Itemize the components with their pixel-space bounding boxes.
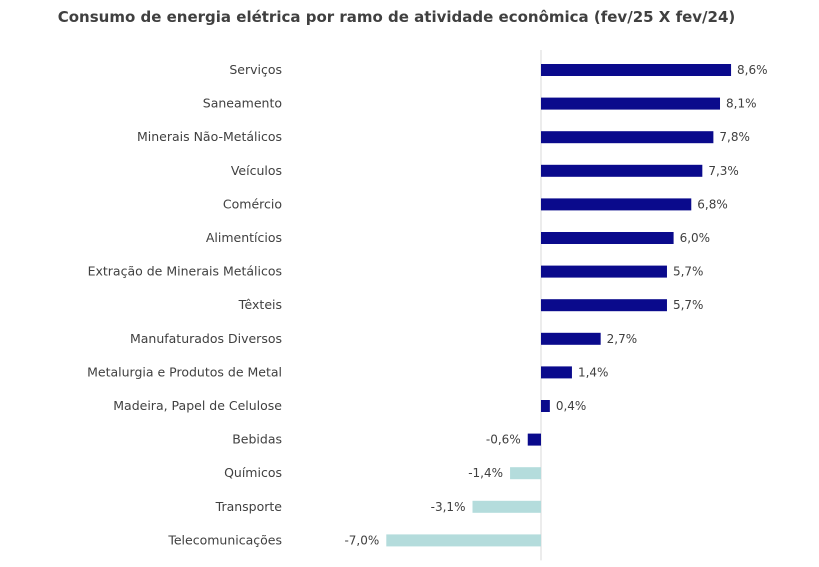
bar-comercio xyxy=(541,198,692,211)
category-label-servicos: Serviços xyxy=(229,62,282,77)
bar-saneamento xyxy=(541,97,721,110)
bar-metalurgia-e-produtos-de-metal xyxy=(541,366,572,379)
value-label-telecomunicacoes: -7,0% xyxy=(344,533,379,547)
value-label-veiculos: 7,3% xyxy=(708,164,739,178)
bar-madeira-papel-de-celulose xyxy=(541,400,550,412)
category-label-transporte: Transporte xyxy=(215,499,283,514)
chart-title: Consumo de energia elétrica por ramo de … xyxy=(57,8,736,26)
value-label-extracao-de-minerais-metalicos: 5,7% xyxy=(673,265,704,279)
bar-transporte xyxy=(472,500,541,513)
category-label-texteis: Têxteis xyxy=(238,297,282,312)
category-label-telecomunicacoes: Telecomunicações xyxy=(167,532,282,547)
bar-alimenticios xyxy=(541,232,674,244)
bar-veiculos xyxy=(541,164,703,177)
bar-telecomunicacoes xyxy=(386,534,541,547)
category-label-comercio: Comércio xyxy=(223,196,282,211)
category-label-saneamento: Saneamento xyxy=(203,96,282,111)
value-label-quimicos: -1,4% xyxy=(468,466,503,480)
value-label-minerais-nao-metalicos: 7,8% xyxy=(719,130,750,144)
value-label-texteis: 5,7% xyxy=(673,298,704,312)
category-label-extracao-de-minerais-metalicos: Extração de Minerais Metálicos xyxy=(88,264,282,279)
category-label-alimenticios: Alimentícios xyxy=(206,230,282,245)
bar-bebidas xyxy=(527,433,541,446)
value-label-alimenticios: 6,0% xyxy=(680,231,711,245)
bar-extracao-de-minerais-metalicos xyxy=(541,265,667,278)
value-label-saneamento: 8,1% xyxy=(726,97,757,111)
bar-texteis xyxy=(541,299,667,312)
value-label-madeira-papel-de-celulose: 0,4% xyxy=(556,399,587,413)
category-label-metalurgia-e-produtos-de-metal: Metalurgia e Produtos de Metal xyxy=(87,364,282,379)
bar-quimicos xyxy=(510,467,541,480)
bar-minerais-nao-metalicos xyxy=(541,131,714,144)
category-label-manufaturados-diversos: Manufaturados Diversos xyxy=(130,331,282,346)
category-label-minerais-nao-metalicos: Minerais Não-Metálicos xyxy=(137,129,282,144)
bar-manufaturados-diversos xyxy=(541,332,601,345)
category-label-veiculos: Veículos xyxy=(231,163,282,178)
category-label-bebidas: Bebidas xyxy=(232,432,282,447)
value-label-comercio: 6,8% xyxy=(697,197,728,211)
category-label-quimicos: Químicos xyxy=(224,465,282,480)
value-label-metalurgia-e-produtos-de-metal: 1,4% xyxy=(578,365,609,379)
value-label-bebidas: -0,6% xyxy=(486,433,521,447)
value-label-manufaturados-diversos: 2,7% xyxy=(607,332,638,346)
category-label-madeira-papel-de-celulose: Madeira, Papel de Celulose xyxy=(113,398,282,413)
value-label-transporte: -3,1% xyxy=(431,500,466,514)
bar-servicos xyxy=(541,64,732,76)
value-label-servicos: 8,6% xyxy=(737,63,768,77)
